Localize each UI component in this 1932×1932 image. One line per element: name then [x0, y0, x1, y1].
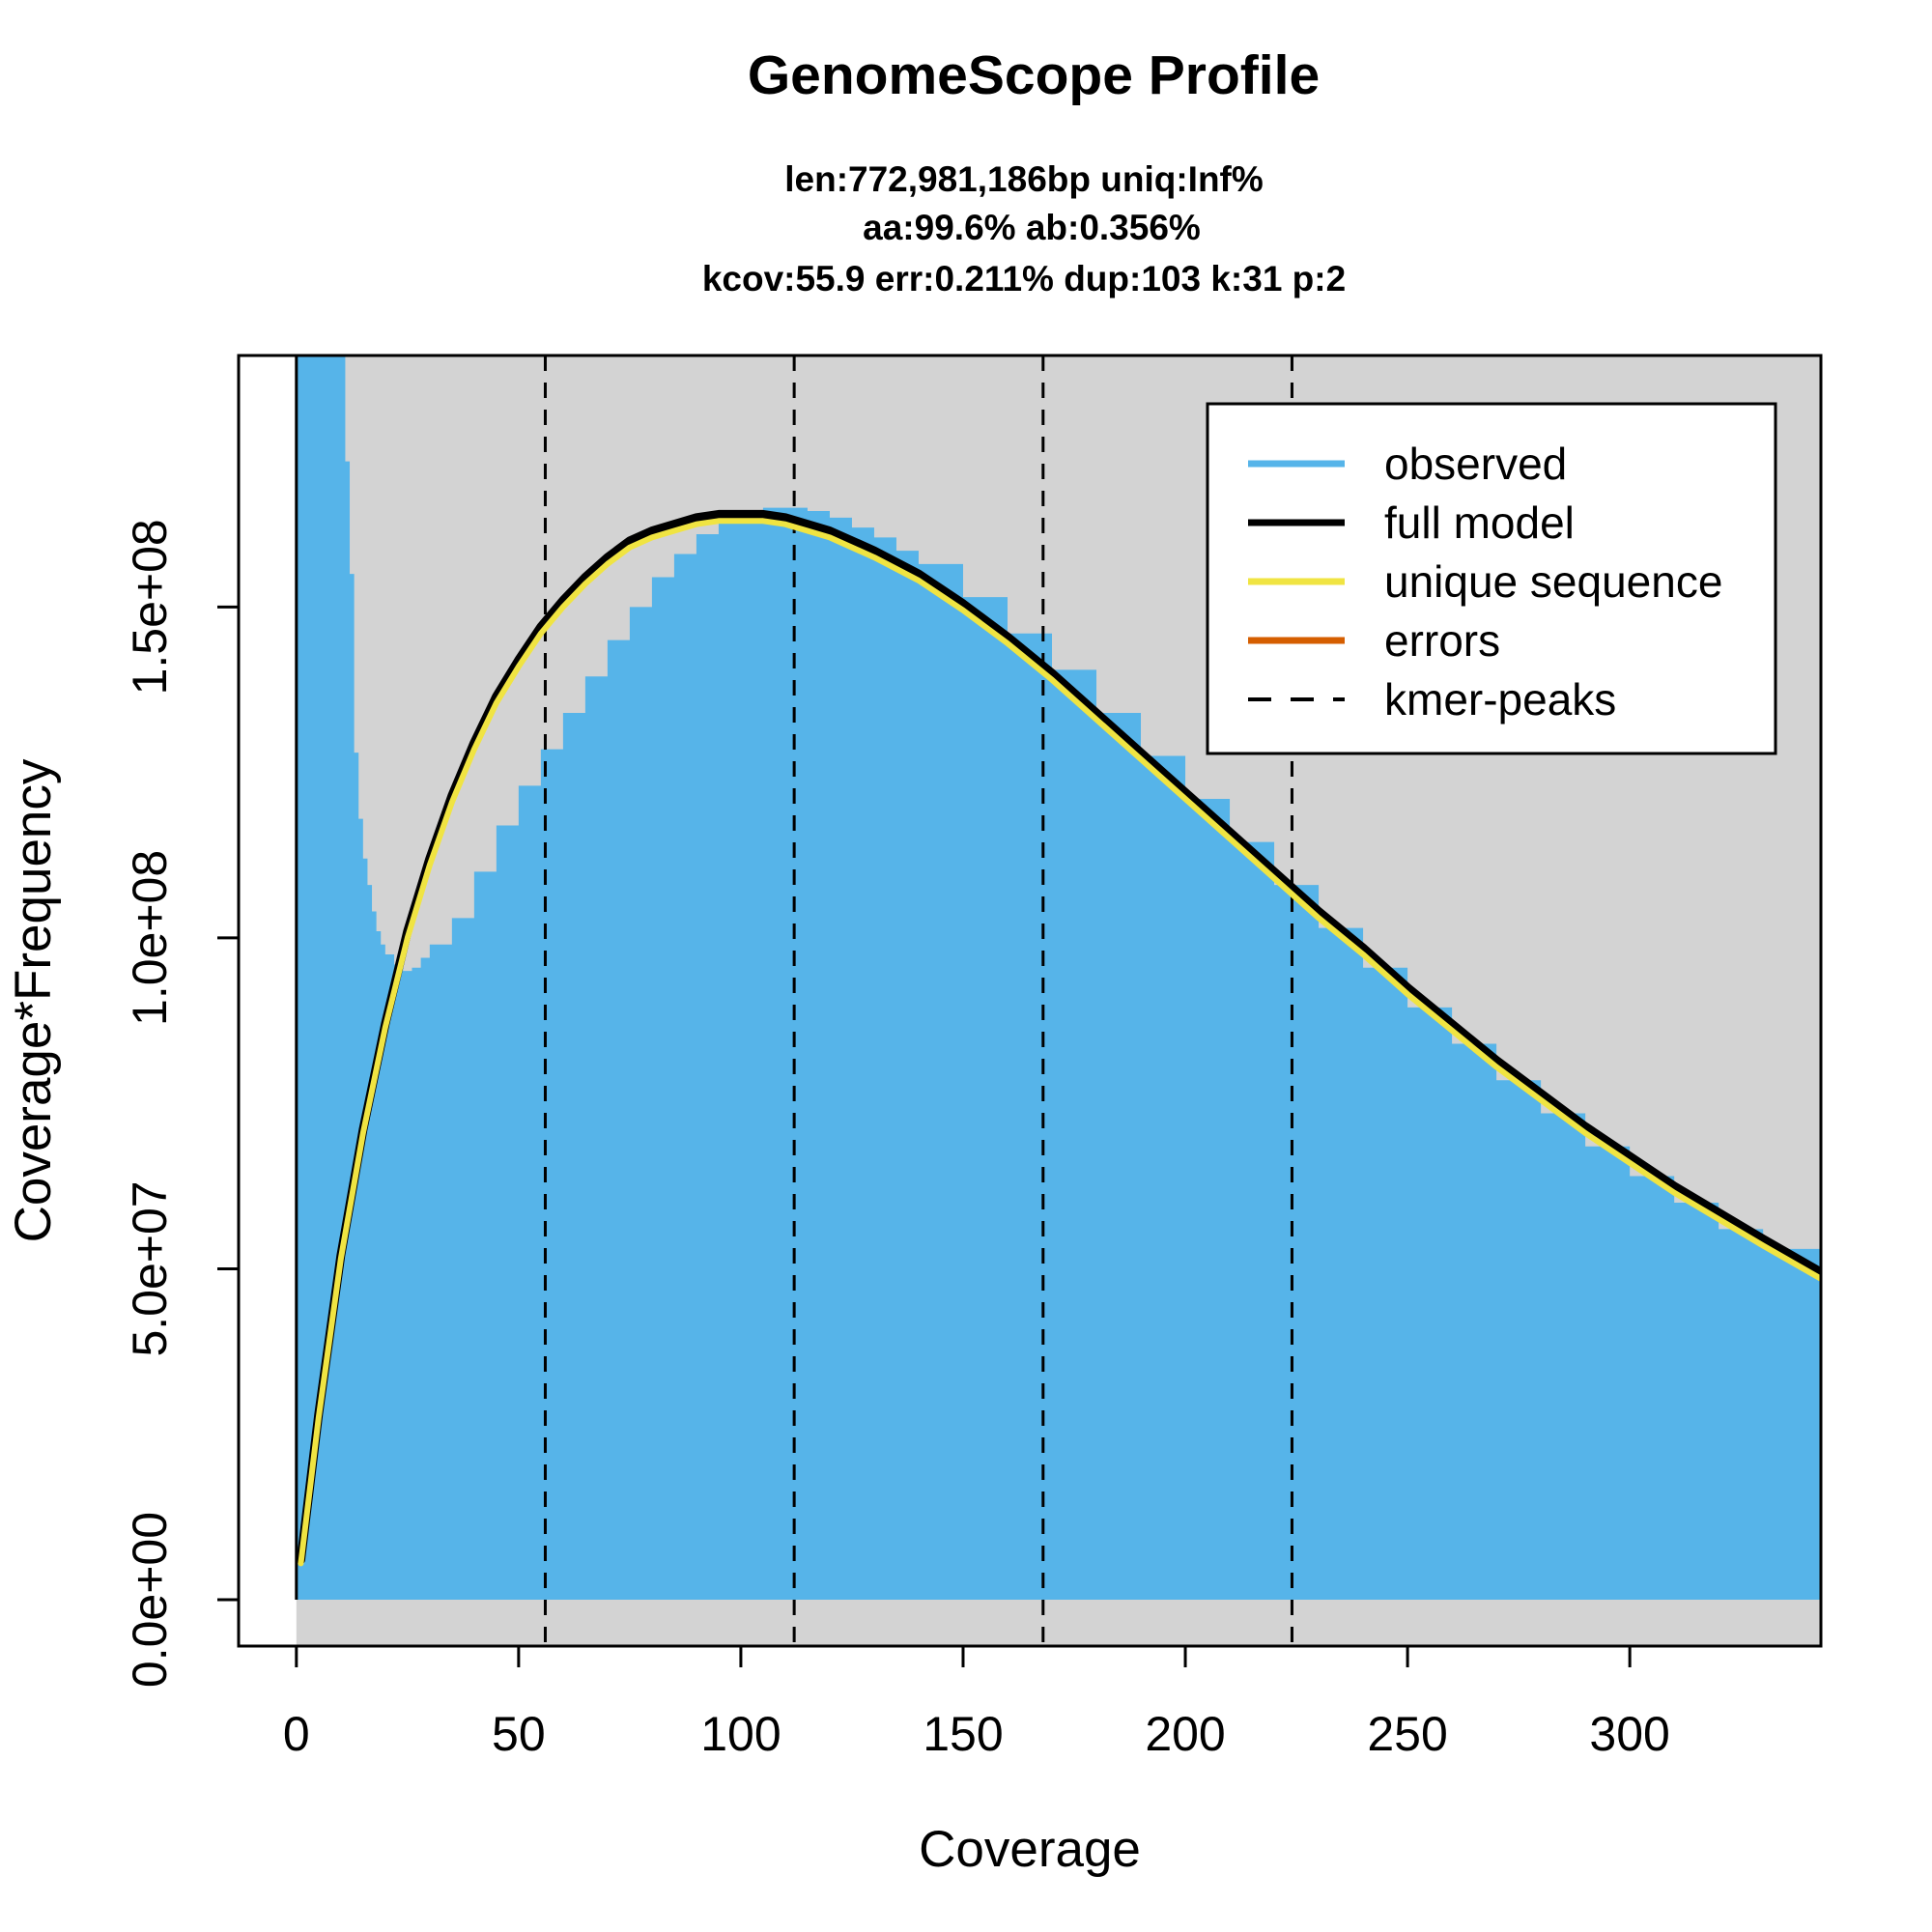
y-tick-label-0: 0.0e+00	[123, 1512, 177, 1688]
y-axis: 0.0e+00 5.0e+07 1.0e+08 1.5e+08	[123, 519, 241, 1688]
chart-title: GenomeScope Profile	[748, 44, 1320, 106]
chart-subtitle-line-1: len:772,981,186bp uniq:Inf%	[784, 159, 1264, 199]
chart-subtitle-line-2: aa:99.6% ab:0.356%	[863, 208, 1201, 247]
x-tick-label-0: 0	[283, 1707, 310, 1761]
legend-label-4: kmer-peaks	[1384, 674, 1616, 724]
legend-label-2: unique sequence	[1384, 556, 1722, 607]
x-tick-label-100: 100	[700, 1707, 781, 1761]
x-tick-label-50: 50	[492, 1707, 546, 1761]
legend-label-0: observed	[1384, 439, 1567, 489]
series-unique-sequence	[298, 518, 1821, 1567]
x-axis: 0 50 100 150 200 250 300	[283, 1644, 1670, 1761]
chart-subtitle-line-3: kcov:55.9 err:0.211% dup:103 k:31 p:2	[702, 259, 1346, 298]
series-observed	[296, 355, 1821, 1601]
y-tick-label-2: 1.0e+08	[123, 850, 177, 1026]
x-tick-label-250: 250	[1367, 1707, 1447, 1761]
y-axis-label: Coverage*Frequency	[5, 758, 62, 1242]
legend-label-3: errors	[1384, 615, 1500, 666]
x-tick-label-200: 200	[1145, 1707, 1225, 1761]
legend: observed full model unique sequence errors k…	[1206, 402, 1777, 755]
x-axis-label: Coverage	[919, 1821, 1141, 1878]
y-tick-label-1: 5.0e+07	[123, 1180, 177, 1356]
x-tick-label-150: 150	[923, 1707, 1003, 1761]
y-tick-label-3: 1.5e+08	[123, 519, 177, 695]
x-tick-label-300: 300	[1589, 1707, 1669, 1761]
legend-label-1: full model	[1384, 497, 1575, 548]
